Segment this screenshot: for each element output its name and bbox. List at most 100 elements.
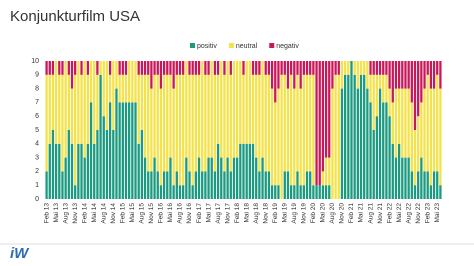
- bar-segment: [45, 74, 48, 172]
- bar-segment: [159, 61, 163, 89]
- bar-segment: [369, 74, 372, 103]
- bar-segment: [131, 102, 134, 199]
- bar-segment: [293, 88, 296, 186]
- bar-segment: [439, 88, 442, 186]
- bar-segment: [153, 74, 156, 158]
- bar-segment: [401, 157, 404, 199]
- bar-segment: [201, 61, 204, 172]
- bar-segment: [385, 74, 388, 103]
- bar-segment: [305, 74, 309, 172]
- bar-segment: [223, 74, 226, 172]
- bar-segment: [289, 185, 293, 199]
- bar-segment: [286, 88, 290, 172]
- bar-segment: [77, 61, 80, 144]
- bar-segment: [397, 88, 401, 144]
- bar-segment: [48, 61, 51, 75]
- bar-segment: [226, 157, 229, 199]
- bar-segment: [80, 61, 83, 75]
- y-tick-label: 1: [35, 182, 39, 189]
- bar-segment: [197, 61, 201, 75]
- bar-segment: [426, 171, 429, 199]
- bar-segment: [147, 171, 150, 199]
- bar-segment: [45, 171, 48, 199]
- bar-segment: [102, 116, 105, 199]
- bar-segment: [102, 61, 105, 117]
- bar-segment: [210, 157, 213, 199]
- bar-segment: [280, 61, 283, 75]
- bar-segment: [363, 74, 366, 199]
- bar-segment: [54, 143, 58, 199]
- bar-segment: [201, 171, 204, 199]
- bar-segment: [188, 171, 191, 199]
- bar-segment: [162, 74, 166, 172]
- x-tick-label: Feb 15: [120, 203, 127, 224]
- bar-segment: [159, 185, 163, 199]
- bar-segment: [61, 61, 64, 75]
- bar-segment: [242, 74, 245, 144]
- x-tick-label: Aug 17: [215, 203, 222, 224]
- bar-segment: [423, 88, 426, 172]
- bar-segment: [401, 61, 404, 89]
- bar-segment: [115, 88, 118, 199]
- y-tick-label: 6: [35, 113, 39, 120]
- x-tick-label: Feb 18: [234, 203, 241, 224]
- x-tick-label: Nov 15: [148, 203, 155, 224]
- bar-segment: [324, 157, 328, 186]
- bar-segment: [175, 171, 178, 199]
- bar-segment: [404, 157, 407, 199]
- bar-segment: [115, 61, 118, 89]
- bar-segment: [331, 61, 334, 89]
- bar-segment: [108, 74, 112, 103]
- bar-segment: [397, 143, 401, 199]
- bar-segment: [204, 74, 207, 172]
- bar-segment: [299, 88, 302, 186]
- bar-segment: [210, 61, 213, 158]
- bar-segment: [156, 61, 159, 75]
- bar-segment: [169, 157, 172, 199]
- bar-segment: [420, 61, 423, 103]
- bar-segment: [108, 102, 112, 199]
- bar-segment: [429, 61, 433, 89]
- bar-segment: [264, 74, 267, 172]
- bar-segment: [61, 74, 64, 172]
- bar-segment: [296, 61, 299, 75]
- bar-segment: [207, 74, 210, 158]
- bar-segment: [162, 171, 166, 199]
- bar-segment: [67, 74, 70, 130]
- x-tick-label: Feb 22: [386, 203, 393, 224]
- bar-segment: [385, 61, 388, 75]
- x-tick-label: Mai 17: [205, 203, 212, 223]
- bar-segment: [93, 143, 96, 199]
- bar-segment: [182, 74, 185, 186]
- bar-segment: [229, 171, 232, 199]
- bar-segment: [394, 88, 398, 158]
- bar-segment: [242, 61, 245, 75]
- bar-segment: [258, 171, 261, 199]
- bar-segment: [378, 61, 382, 75]
- x-tick-label: Feb 19: [272, 203, 279, 224]
- bar-segment: [407, 61, 410, 89]
- bar-segment: [185, 61, 188, 158]
- bar-segment: [417, 61, 420, 117]
- x-tick-label: Mai 21: [358, 203, 365, 223]
- bar-segment: [353, 74, 356, 199]
- bar-segment: [404, 88, 407, 158]
- bar-segment: [74, 185, 77, 199]
- bar-segment: [51, 74, 55, 130]
- legend-swatch: [269, 43, 275, 48]
- bar-segment: [86, 143, 90, 199]
- bar-segment: [359, 74, 363, 199]
- bar-segment: [264, 61, 267, 75]
- x-tick-label: Nov 19: [301, 203, 308, 224]
- bar-segment: [328, 157, 331, 186]
- x-tick-label: Nov 14: [110, 203, 117, 224]
- bar-segment: [185, 157, 188, 199]
- bar-segment: [112, 61, 115, 130]
- bar-segment: [312, 61, 315, 75]
- bar-segment: [207, 157, 210, 199]
- bar-segment: [353, 61, 356, 75]
- bar-segment: [137, 143, 140, 199]
- bar-segment: [366, 88, 369, 199]
- bar-segment: [293, 185, 296, 199]
